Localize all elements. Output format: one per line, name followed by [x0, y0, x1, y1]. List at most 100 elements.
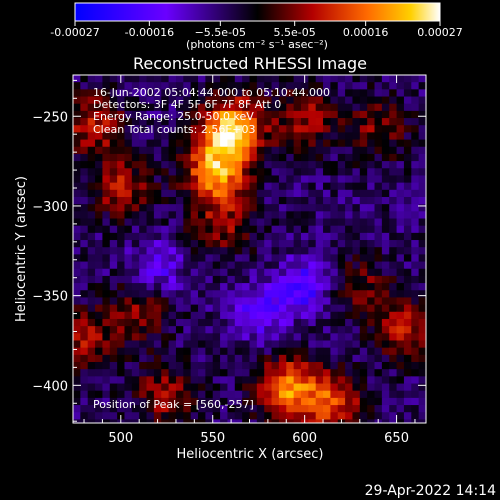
heatmap-cell: [234, 304, 243, 313]
heatmap-cell: [315, 110, 324, 119]
heatmap-cell: [330, 182, 339, 191]
heatmap-cell: [352, 275, 361, 284]
heatmap-cell: [95, 318, 104, 327]
heatmap-cell: [87, 153, 96, 162]
heatmap-cell: [256, 196, 265, 205]
heatmap-cell: [389, 376, 398, 385]
heatmap-cell: [381, 268, 390, 277]
heatmap-cell: [352, 240, 361, 248]
heatmap-cell: [73, 326, 81, 334]
heatmap-cell: [190, 153, 199, 162]
heatmap-cell: [323, 412, 331, 421]
heatmap-cell: [286, 376, 295, 385]
heatmap-cell: [198, 139, 206, 148]
heatmap-cell: [139, 89, 148, 98]
heatmap-cell: [330, 412, 339, 421]
heatmap-cell: [337, 383, 346, 392]
heatmap-cell: [271, 161, 280, 169]
heatmap-cell: [212, 326, 221, 334]
heatmap-cell: [80, 333, 89, 342]
heatmap-cell: [80, 397, 89, 406]
heatmap-cell: [308, 397, 317, 406]
heatmap-cell: [131, 390, 140, 399]
heatmap-cell: [212, 311, 221, 320]
heatmap-cell: [117, 247, 126, 255]
heatmap-cell: [183, 419, 192, 423]
heatmap-cell: [153, 161, 162, 169]
heatmap-cell: [411, 204, 420, 212]
heatmap-cell: [175, 204, 184, 212]
heatmap-cell: [337, 283, 346, 291]
heatmap-cell: [102, 347, 111, 356]
heatmap-cell: [381, 182, 390, 191]
heatmap-cell: [308, 189, 317, 198]
heatmap-cell: [293, 268, 302, 277]
heatmap-cell: [205, 182, 214, 191]
heatmap-cell: [286, 397, 295, 406]
heatmap-cell: [249, 153, 258, 162]
heatmap-cell: [359, 412, 368, 421]
heatmap-cell: [374, 290, 383, 299]
heatmap-cell: [227, 304, 236, 313]
heatmap-cell: [418, 118, 426, 126]
heatmap-cell: [139, 211, 148, 220]
heatmap-cell: [183, 175, 192, 184]
heatmap-cell: [359, 96, 368, 105]
heatmap-cell: [198, 347, 206, 356]
heatmap-cell: [220, 225, 229, 234]
heatmap-cell: [205, 304, 214, 313]
heatmap-cell: [271, 311, 280, 320]
heatmap-cell: [146, 161, 155, 169]
heatmap-cell: [315, 304, 324, 313]
heatmap-cell: [293, 290, 302, 299]
heatmap-cell: [234, 362, 243, 370]
heatmap-cell: [95, 405, 104, 413]
heatmap-cell: [220, 96, 229, 105]
heatmap-cell: [286, 182, 295, 191]
heatmap-cell: [161, 204, 170, 212]
heatmap-cell: [168, 333, 177, 342]
heatmap-cell: [418, 110, 426, 119]
heatmap-cell: [117, 118, 126, 126]
heatmap-cell: [146, 297, 155, 306]
heatmap-cell: [286, 82, 295, 90]
heatmap-cell: [102, 196, 111, 205]
heatmap-cell: [168, 211, 177, 220]
heatmap-cell: [396, 311, 405, 320]
heatmap-cell: [359, 283, 368, 291]
heatmap-cell: [249, 82, 258, 90]
heatmap-cell: [139, 125, 148, 134]
heatmap-cell: [102, 376, 111, 385]
heatmap-cell: [256, 204, 265, 212]
heatmap-cell: [124, 369, 133, 377]
heatmap-cell: [183, 218, 192, 227]
heatmap-cell: [330, 118, 339, 126]
heatmap-cell: [264, 75, 273, 83]
heatmap-cell: [359, 311, 368, 320]
heatmap-cell: [374, 247, 383, 255]
heatmap-cell: [359, 247, 368, 255]
heatmap-cell: [359, 347, 368, 356]
heatmap-cell: [168, 225, 177, 234]
heatmap-cell: [256, 405, 265, 413]
heatmap-cell: [323, 247, 331, 255]
heatmap-cell: [109, 240, 118, 248]
heatmap-cell: [80, 362, 89, 370]
heatmap-cell: [271, 268, 280, 277]
heatmap-cell: [396, 89, 405, 98]
heatmap-cell: [139, 132, 148, 141]
heatmap-cell: [131, 146, 140, 155]
heatmap-cell: [109, 318, 118, 327]
heatmap-cell: [330, 82, 339, 90]
heatmap-cell: [117, 240, 126, 248]
heatmap-cell: [124, 196, 133, 205]
heatmap-cell: [102, 311, 111, 320]
heatmap-cell: [131, 132, 140, 141]
heatmap-cell: [374, 182, 383, 191]
heatmap-cell: [234, 318, 243, 327]
heatmap-cell: [286, 204, 295, 212]
heatmap-cell: [359, 218, 368, 227]
heatmap-cell: [146, 118, 155, 126]
heatmap-cell: [153, 268, 162, 277]
heatmap-cell: [139, 182, 148, 191]
